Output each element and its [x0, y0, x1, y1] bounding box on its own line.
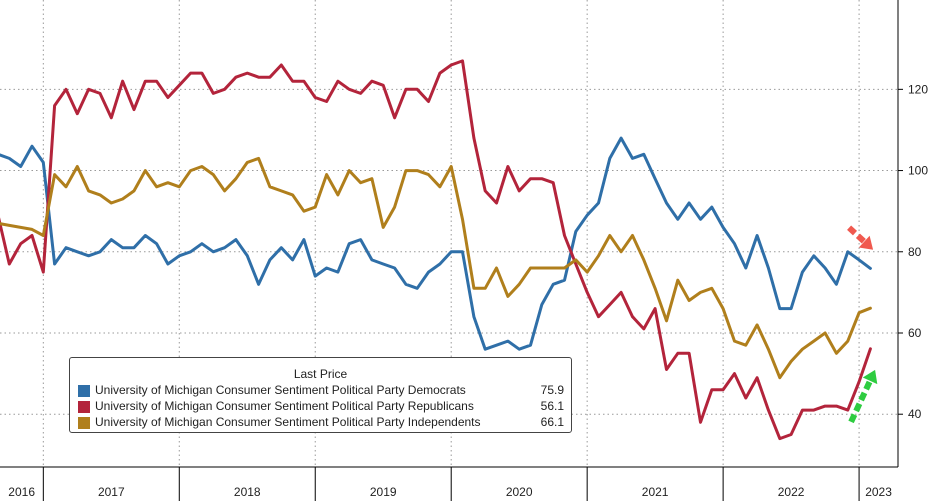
green-up-arrow	[848, 369, 878, 424]
x-axis: 2016 2017 2018 2019 2020 2021 2022 2023	[0, 466, 898, 501]
legend-title: Last Price	[293, 367, 348, 381]
x-tick-label-2022: 2022	[778, 485, 805, 499]
x-tick-label-2023: 2023	[865, 485, 892, 499]
series-lines	[0, 59, 872, 441]
legend-item-democrats: University of Michigan Consumer Sentimen…	[78, 383, 564, 399]
y-tick-label-120: 120	[908, 82, 928, 96]
legend-label-democrats: University of Michigan Consumer Sentimen…	[95, 383, 466, 397]
legend-value-democrats: 75.9	[540, 383, 564, 397]
legend-label-independents: University of Michigan Consumer Sentimen…	[95, 415, 481, 429]
series-line-independents	[0, 156, 872, 380]
red-down-arrow	[847, 225, 874, 250]
series-line-democrats	[0, 136, 872, 351]
legend-value-independents: 66.1	[540, 415, 564, 429]
x-tick-label-2016: 2016	[8, 485, 35, 499]
legend-item-republicans: University of Michigan Consumer Sentimen…	[78, 399, 564, 415]
y-axis: 40 60 80 100 120	[897, 0, 928, 467]
x-tick-label-2019: 2019	[370, 485, 397, 499]
legend-swatch-democrats	[78, 385, 90, 397]
legend-swatch-republicans	[78, 401, 90, 413]
y-tick-label-100: 100	[908, 164, 928, 178]
annotations	[847, 225, 878, 424]
x-tick-label-2021: 2021	[642, 485, 669, 499]
legend-item-independents: University of Michigan Consumer Sentimen…	[78, 415, 564, 431]
y-tick-label-80: 80	[908, 245, 922, 259]
grid	[0, 0, 898, 467]
x-tick-label-2017: 2017	[98, 485, 125, 499]
x-tick-label-2020: 2020	[506, 485, 533, 499]
x-tick-label-2018: 2018	[234, 485, 261, 499]
legend-value-republicans: 56.1	[540, 399, 564, 413]
legend-label-republicans: University of Michigan Consumer Sentimen…	[95, 399, 474, 413]
series-line-republicans	[0, 59, 872, 441]
y-tick-label-40: 40	[908, 407, 922, 421]
legend: Last Price University of Michigan Consum…	[69, 357, 572, 433]
legend-swatch-independents	[78, 417, 90, 429]
y-tick-label-60: 60	[908, 326, 922, 340]
